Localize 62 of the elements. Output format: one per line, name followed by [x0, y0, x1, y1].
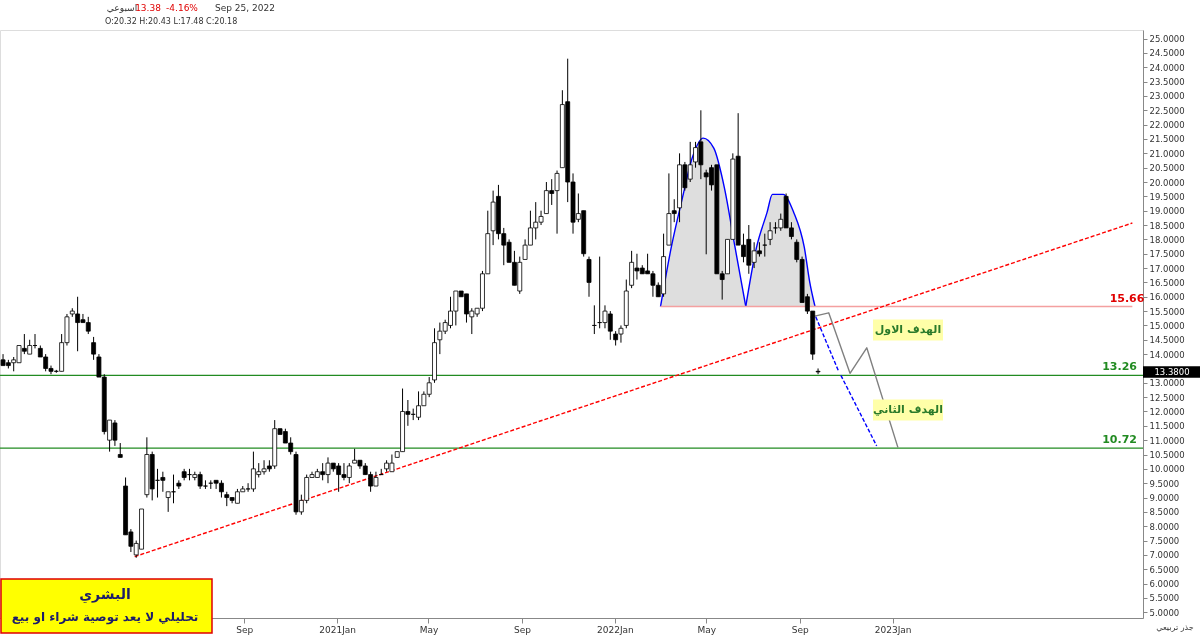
y-tick-label: 25.0000 [1149, 34, 1185, 45]
y-tick-label: 10.5000 [1149, 450, 1185, 461]
y-tick-label: 21.5000 [1149, 134, 1185, 145]
text: 13.38 [135, 3, 162, 13]
y-tick-label: 12.5000 [1149, 392, 1185, 403]
x-tick-label: 2023Jan [874, 624, 912, 635]
y-tick-label: 21.0000 [1149, 148, 1185, 159]
text: O:20.32 H:20.43 L:17.48 C:20.18 [105, 17, 238, 26]
y-tick-label: 12.0000 [1149, 406, 1185, 417]
y-tick-label: 7.5000 [1149, 536, 1180, 547]
y-tick-label: 13.0000 [1149, 378, 1185, 389]
y-tick-label: 5.0000 [1149, 607, 1180, 618]
ref-line-label: 13.26 [1102, 360, 1138, 374]
annotation: تحليلي لا يعد توصية شراء او بيع [11, 610, 199, 625]
y-tick-label: 11.5000 [1149, 421, 1185, 432]
annotation: الهدف الاول [874, 323, 942, 336]
y-tick-label: 16.5000 [1149, 277, 1185, 288]
y-tick-label: 24.0000 [1149, 62, 1185, 73]
y-tick-label: 14.5000 [1149, 335, 1185, 346]
x-tick-label: Sep [791, 624, 810, 635]
y-tick-label: 24.5000 [1149, 48, 1185, 59]
y-tick-label: 18.5000 [1149, 220, 1185, 231]
y-tick-label: 6.0000 [1149, 579, 1180, 590]
text: جذر تربيعي [1156, 623, 1194, 632]
text: اسبوعي [106, 3, 138, 13]
annotation: الهدف الثاني [873, 403, 943, 416]
x-tick-label: May [697, 624, 717, 635]
y-tick-label: 15.5000 [1149, 306, 1185, 317]
y-tick-label: 18.0000 [1149, 234, 1185, 245]
annotation: البشري [79, 586, 131, 604]
y-tick-label: 5.5000 [1149, 593, 1180, 604]
y-tick-label: 23.0000 [1149, 91, 1185, 102]
text: -4.16% [166, 3, 199, 13]
y-tick-label: 11.0000 [1149, 435, 1185, 446]
y-tick-label: 6.5000 [1149, 564, 1180, 575]
y-tick-label: 14.0000 [1149, 349, 1185, 360]
y-tick-label: 7.0000 [1149, 550, 1180, 561]
y-tick-label: 20.0000 [1149, 177, 1185, 188]
annotation: 15.66 [1109, 291, 1145, 305]
y-tick-label: 9.0000 [1149, 493, 1180, 504]
x-tick-label: Sep [236, 624, 254, 635]
text: Sep 25, 2022 [215, 3, 275, 13]
y-tick-label: 8.5000 [1149, 507, 1180, 518]
y-tick-label: 20.5000 [1149, 163, 1185, 174]
x-tick-label: Sep [514, 624, 532, 635]
y-tick-label: 8.0000 [1149, 521, 1180, 532]
y-tick-label: 17.5000 [1149, 249, 1185, 260]
y-tick-label: 10.0000 [1149, 464, 1185, 475]
text: 13.3800 [1154, 367, 1190, 377]
y-tick-label: 15.0000 [1149, 320, 1185, 331]
y-tick-label: 9.5000 [1149, 478, 1180, 489]
y-tick-label: 19.5000 [1149, 191, 1185, 202]
y-tick-label: 19.0000 [1149, 206, 1185, 217]
x-tick-label: May [419, 624, 439, 635]
y-tick-label: 22.0000 [1149, 120, 1185, 131]
x-tick-label: 2022Jan [596, 624, 634, 635]
y-tick-label: 22.5000 [1149, 105, 1185, 116]
ref-line-label: 10.72 [1102, 433, 1137, 447]
y-tick-label: 23.5000 [1149, 77, 1185, 88]
y-tick-label: 17.0000 [1149, 263, 1185, 274]
y-tick-label: 16.0000 [1149, 292, 1185, 303]
x-tick-label: 2021Jan [319, 624, 357, 635]
